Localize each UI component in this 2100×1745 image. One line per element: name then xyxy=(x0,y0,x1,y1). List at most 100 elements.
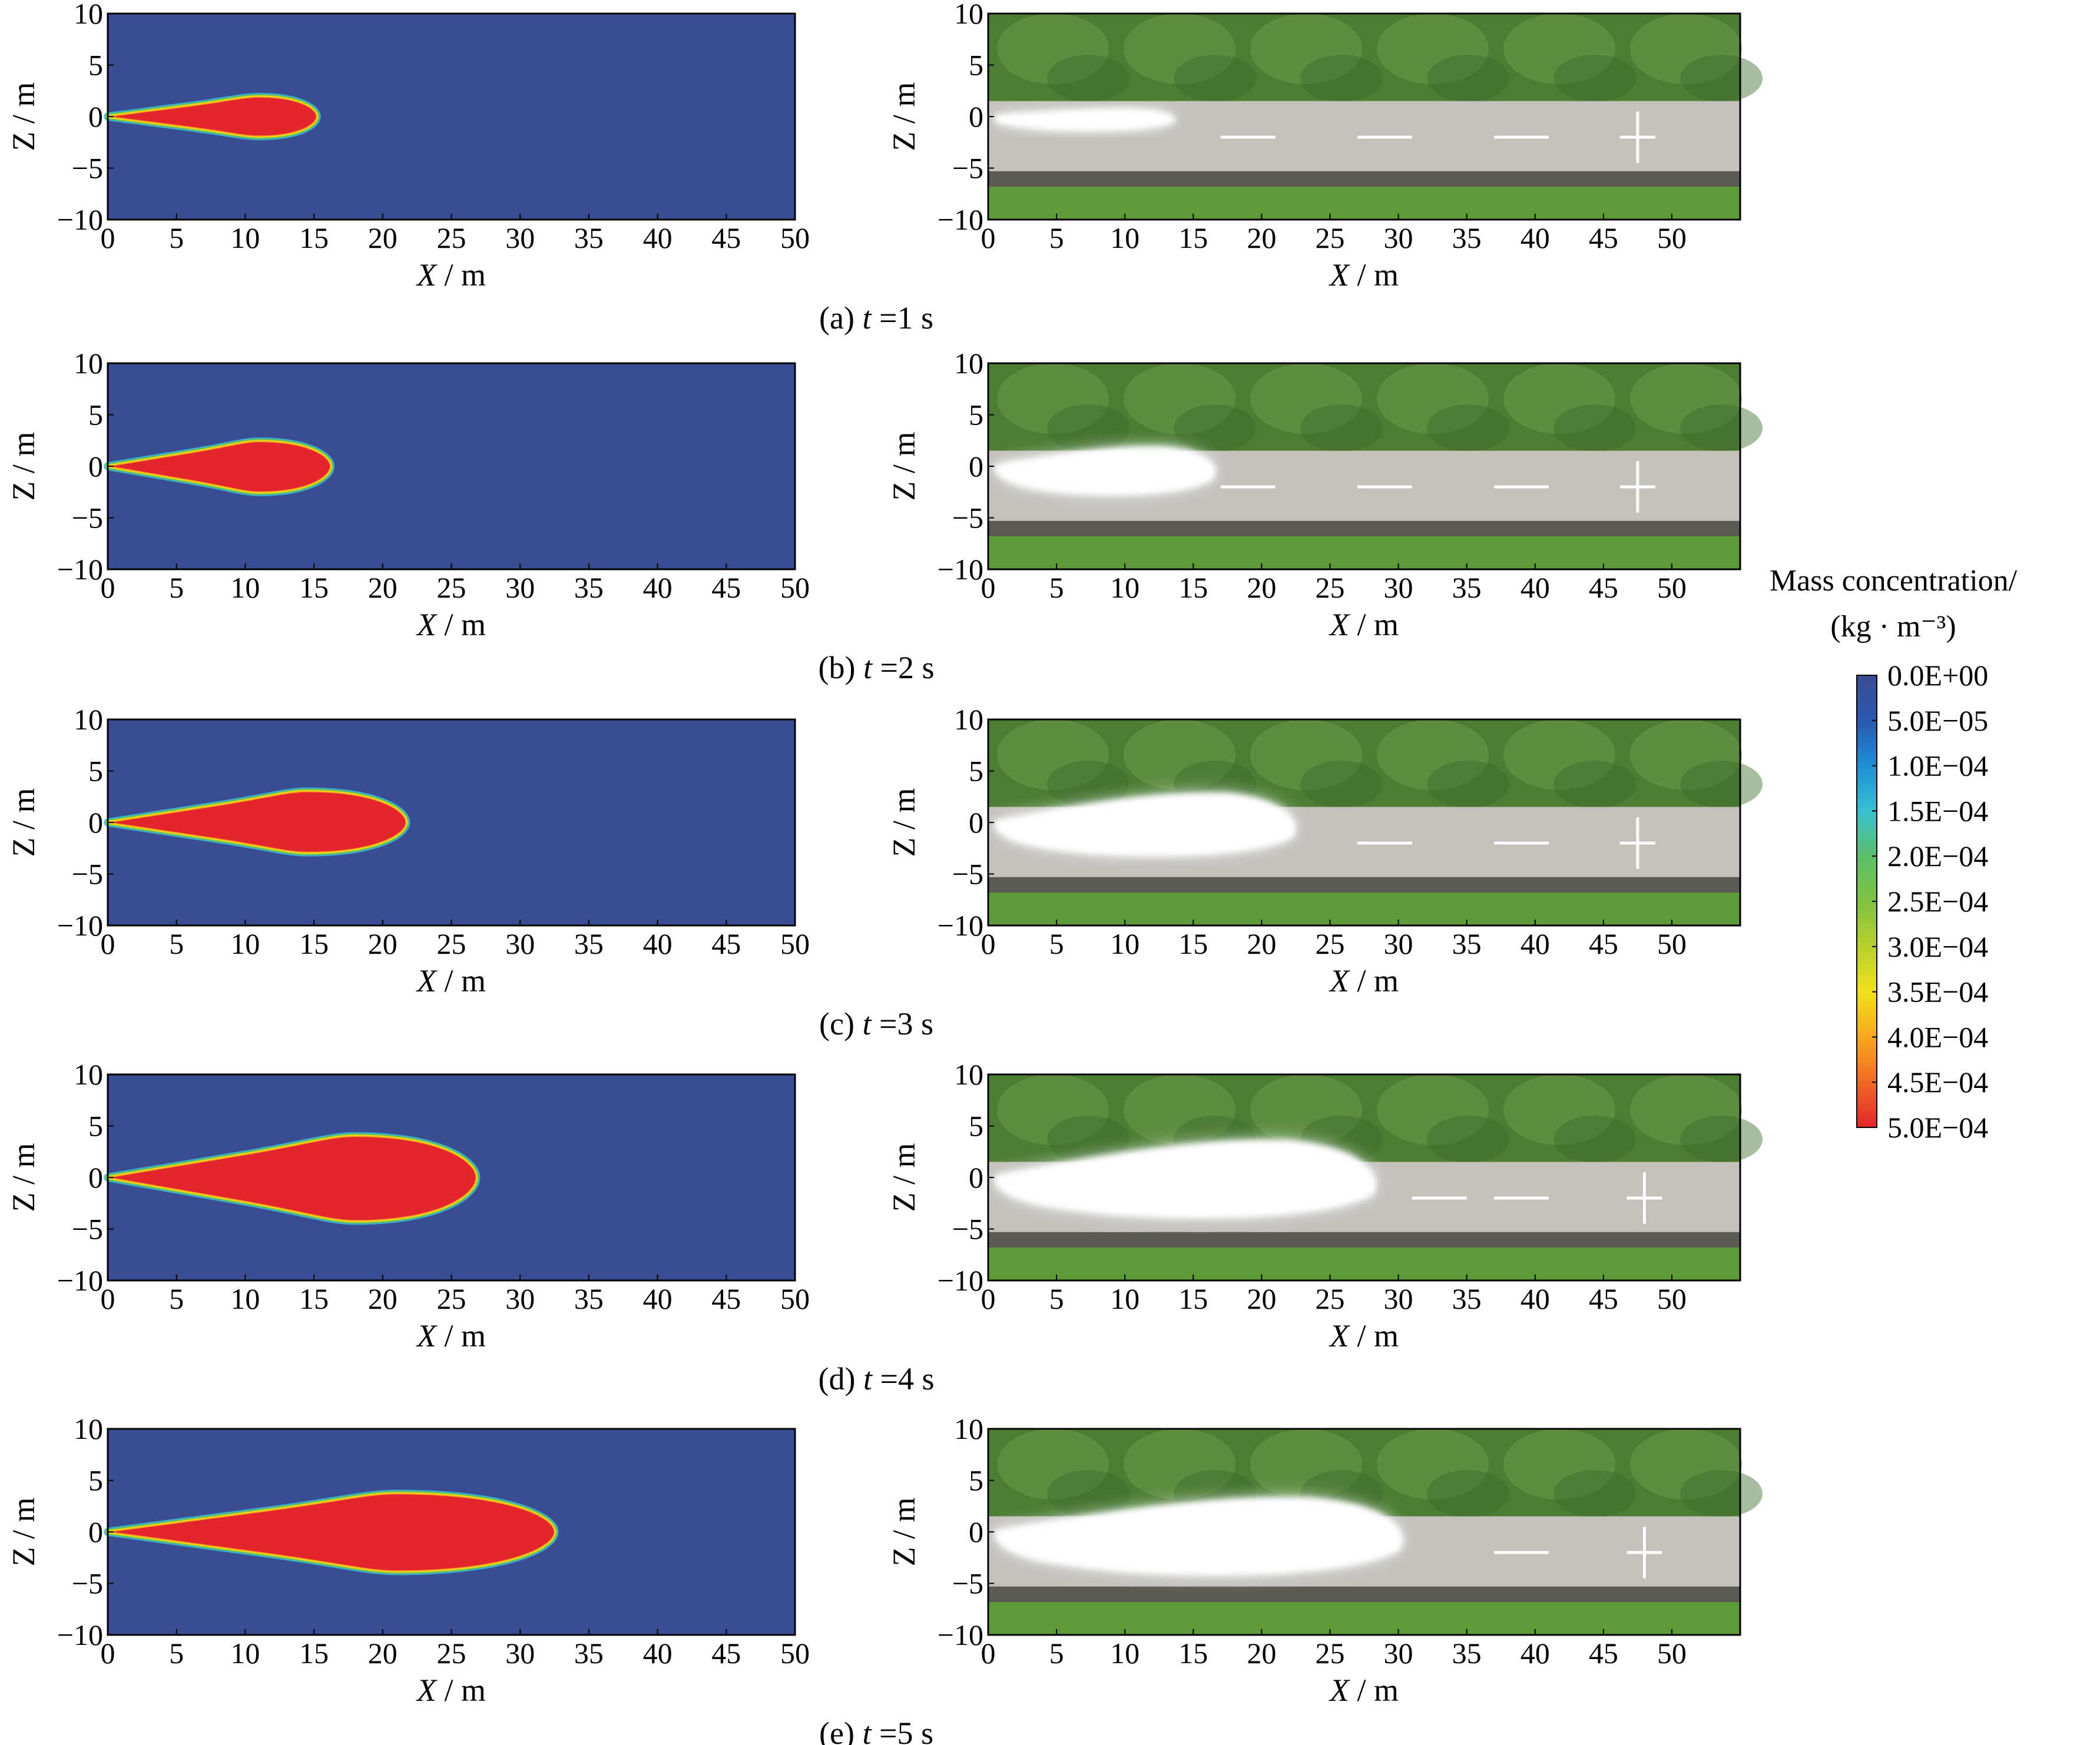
sim-x-tick-label: 35 xyxy=(574,221,604,254)
photo-z-tick-label: 5 xyxy=(969,399,983,432)
colorbar-tick-label: 3.0E−04 xyxy=(1887,930,1988,963)
caption-time-var: t xyxy=(862,1716,879,1745)
caption-time-var: t xyxy=(863,650,880,685)
sim-x-tick-label: 20 xyxy=(368,927,398,960)
sim-z-tick-label: 0 xyxy=(88,1515,103,1548)
sim-x-tick-label: 0 xyxy=(101,571,115,604)
photo-x-tick-label: 10 xyxy=(1110,221,1140,254)
photo-z-axis-label: Z / m xyxy=(886,432,922,501)
photo-x-tick-label: 50 xyxy=(1657,221,1687,254)
photo-x-tick-label: 25 xyxy=(1315,1282,1344,1315)
colorbar-tick-label: 3.5E−04 xyxy=(1887,976,1988,1008)
photo-z-tick-label: −10 xyxy=(938,1264,983,1297)
sim-z-tick-label: 0 xyxy=(88,450,103,483)
photo-z-axis-label: Z / m xyxy=(886,82,922,151)
grass-tuft xyxy=(1503,1429,1615,1499)
plume-core xyxy=(107,440,332,493)
photo-x-tick-label: 10 xyxy=(1110,927,1140,960)
sim-x-tick-label: 40 xyxy=(643,927,673,960)
photo-z-tick-label: 0 xyxy=(969,1161,983,1194)
photo-x-tick-label: 15 xyxy=(1178,927,1208,960)
sim-z-tick-label: −10 xyxy=(57,909,103,942)
caption-time-value: =3 s xyxy=(879,1006,933,1041)
photo-z-tick-label: 10 xyxy=(954,0,983,30)
smoke-cloud xyxy=(995,446,1216,495)
photo-x-tick-label: 0 xyxy=(981,927,996,960)
panel-caption: (a) t =1 s xyxy=(819,300,933,336)
sim-x-tick-label: 40 xyxy=(643,571,673,604)
sim-z-tick-label: 10 xyxy=(74,0,103,30)
sim-z-tick-label: −5 xyxy=(72,502,103,535)
photo-x-tick-label: 50 xyxy=(1657,1282,1687,1315)
grass-tuft xyxy=(1377,1074,1489,1145)
sim-x-axis-var: X xyxy=(416,1318,438,1353)
photo-x-axis-unit: / m xyxy=(1349,1673,1399,1708)
photo-x-tick-label: 25 xyxy=(1315,1637,1344,1670)
sim-x-tick-label: 0 xyxy=(101,1282,115,1315)
sim-x-tick-label: 50 xyxy=(780,221,810,254)
sim-x-tick-label: 35 xyxy=(574,571,604,604)
photo-z-tick-label: −10 xyxy=(938,203,983,236)
sim-z-tick-label: −10 xyxy=(57,1264,103,1297)
sim-x-axis-var: X xyxy=(416,607,438,642)
photo-x-tick-label: 0 xyxy=(981,1282,996,1315)
plume-core xyxy=(107,1493,555,1572)
photo-x-tick-label: 50 xyxy=(1657,571,1687,604)
sim-x-tick-label: 5 xyxy=(169,927,184,960)
photo-z-axis-label: Z / m xyxy=(886,1143,922,1212)
road-edge xyxy=(988,1232,1740,1248)
colorbar-title-line1: Mass concentration/ xyxy=(1770,564,2018,598)
grass-tuft xyxy=(1630,14,1742,84)
grass-shadow xyxy=(1047,761,1130,808)
grass-tuft xyxy=(1630,719,1742,790)
photo-x-tick-label: 10 xyxy=(1110,571,1140,604)
photo-x-tick-label: 50 xyxy=(1657,1637,1687,1670)
photo-z-tick-label: −5 xyxy=(952,152,983,185)
caption-letter: (b) xyxy=(819,650,863,685)
photo-x-tick-label: 40 xyxy=(1521,571,1550,604)
sim-z-axis-label: Z / m xyxy=(6,1143,41,1212)
grass-tuft xyxy=(1503,363,1615,434)
grass-tuft xyxy=(1630,1429,1742,1499)
sim-x-tick-label: 5 xyxy=(169,571,184,604)
caption-time-value: =2 s xyxy=(880,650,935,685)
sim-x-tick-label: 10 xyxy=(230,571,260,604)
sim-x-axis-unit: / m xyxy=(436,963,486,998)
grass-tuft xyxy=(997,363,1109,434)
photo-z-tick-label: 5 xyxy=(969,1110,983,1143)
photo-x-tick-label: 45 xyxy=(1589,1282,1618,1315)
sim-z-tick-label: 10 xyxy=(74,1412,103,1445)
photo-x-tick-label: 25 xyxy=(1315,221,1344,254)
sim-z-tick-label: 10 xyxy=(74,1058,103,1091)
grass-top-strip xyxy=(988,1429,1740,1517)
photo-x-tick-label: 5 xyxy=(1049,927,1064,960)
photo-z-tick-label: 0 xyxy=(969,450,983,483)
road-edge xyxy=(988,171,1740,187)
sim-x-tick-label: 20 xyxy=(368,1282,398,1315)
sim-z-tick-label: 5 xyxy=(88,399,103,432)
sim-x-tick-label: 45 xyxy=(711,1282,741,1315)
photo-z-tick-label: 5 xyxy=(969,49,983,82)
photo-x-tick-label: 30 xyxy=(1384,1282,1413,1315)
sim-z-tick-label: 5 xyxy=(88,755,103,788)
photo-z-tick-label: 0 xyxy=(969,806,983,839)
photo-x-tick-label: 15 xyxy=(1178,1282,1208,1315)
grass-shadow xyxy=(1554,761,1636,808)
colorbar-tick-label: 5.0E−05 xyxy=(1887,704,1988,737)
sim-x-tick-label: 35 xyxy=(574,927,604,960)
sim-x-axis-unit: / m xyxy=(436,1673,486,1708)
grass-tuft xyxy=(1377,1429,1489,1499)
sim-x-axis-unit: / m xyxy=(436,257,486,293)
grass-shadow xyxy=(1047,1116,1130,1163)
photo-z-tick-label: 5 xyxy=(969,1464,983,1497)
sim-z-tick-label: 10 xyxy=(74,703,103,736)
sim-x-tick-label: 20 xyxy=(368,1637,398,1670)
